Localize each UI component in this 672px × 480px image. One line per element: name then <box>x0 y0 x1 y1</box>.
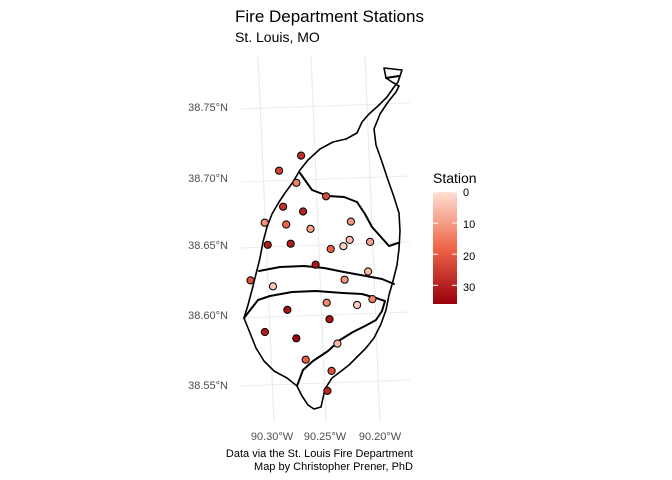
parallel-38-75 <box>239 102 411 110</box>
station-point <box>346 217 355 226</box>
station-point <box>297 151 306 160</box>
station-point <box>301 355 310 364</box>
station-point <box>268 282 278 291</box>
parallel-38-70 <box>239 175 411 183</box>
station-point <box>260 327 269 337</box>
legend-colorbar <box>433 192 457 304</box>
station-point <box>306 224 315 233</box>
meridian-90-30 <box>257 54 275 423</box>
map-title: Fire Department Stations <box>235 7 424 26</box>
station-points <box>246 151 377 395</box>
district-line-central <box>258 265 395 285</box>
graticule <box>239 54 411 423</box>
station-point <box>286 239 295 248</box>
station-point <box>282 220 291 229</box>
station-point <box>353 300 362 310</box>
caption-source: Data via the St. Louis Fire Department <box>226 448 413 460</box>
station-point <box>333 339 342 348</box>
legend-title: Station <box>433 170 477 186</box>
station-point <box>327 366 336 375</box>
station-point <box>326 244 335 254</box>
station-point <box>325 315 334 324</box>
station-point <box>323 386 332 395</box>
station-point <box>260 218 269 227</box>
city-boundary <box>243 67 403 410</box>
district-line-north-neck <box>385 75 400 79</box>
station-point <box>322 192 331 201</box>
y-tick-label: 38.65°N <box>188 240 228 252</box>
map-subtitle: St. Louis, MO <box>235 29 320 45</box>
district-line-north <box>299 172 399 247</box>
district-line-south <box>243 290 386 387</box>
station-point <box>246 276 255 285</box>
station-point <box>345 235 354 244</box>
station-point <box>322 298 331 307</box>
y-axis: 38.75°N 38.70°N 38.65°N 38.60°N 38.55°N <box>188 102 228 392</box>
y-tick-label: 38.60°N <box>188 310 228 322</box>
legend: Station 0 10 20 30 <box>433 170 477 304</box>
legend-label: 0 <box>463 187 469 199</box>
legend-label: 30 <box>463 282 475 294</box>
x-axis: 90.30°W 90.25°W 90.20°W <box>251 431 402 443</box>
station-point <box>275 166 284 175</box>
x-tick-label: 90.30°W <box>251 431 294 443</box>
station-point <box>339 242 348 251</box>
station-point <box>311 260 320 269</box>
station-point <box>364 267 373 276</box>
station-point <box>366 237 375 246</box>
y-tick-label: 38.75°N <box>188 102 228 114</box>
meridian-90-25 <box>310 54 327 423</box>
parallel-38-55 <box>239 379 411 387</box>
station-point <box>368 295 377 304</box>
legend-ticks <box>433 191 457 286</box>
station-point <box>279 202 288 211</box>
x-tick-label: 90.20°W <box>359 431 402 443</box>
y-tick-label: 38.70°N <box>188 173 228 185</box>
station-point <box>340 275 349 284</box>
station-point <box>292 178 301 187</box>
legend-label: 10 <box>463 219 475 231</box>
station-point <box>283 305 292 314</box>
station-point <box>292 334 301 343</box>
caption-author: Map by Christopher Prener, PhD <box>254 461 413 473</box>
station-point <box>263 240 272 249</box>
x-tick-label: 90.25°W <box>304 431 347 443</box>
legend-label: 20 <box>463 251 475 263</box>
y-tick-label: 38.55°N <box>188 380 228 392</box>
station-point <box>299 207 308 216</box>
